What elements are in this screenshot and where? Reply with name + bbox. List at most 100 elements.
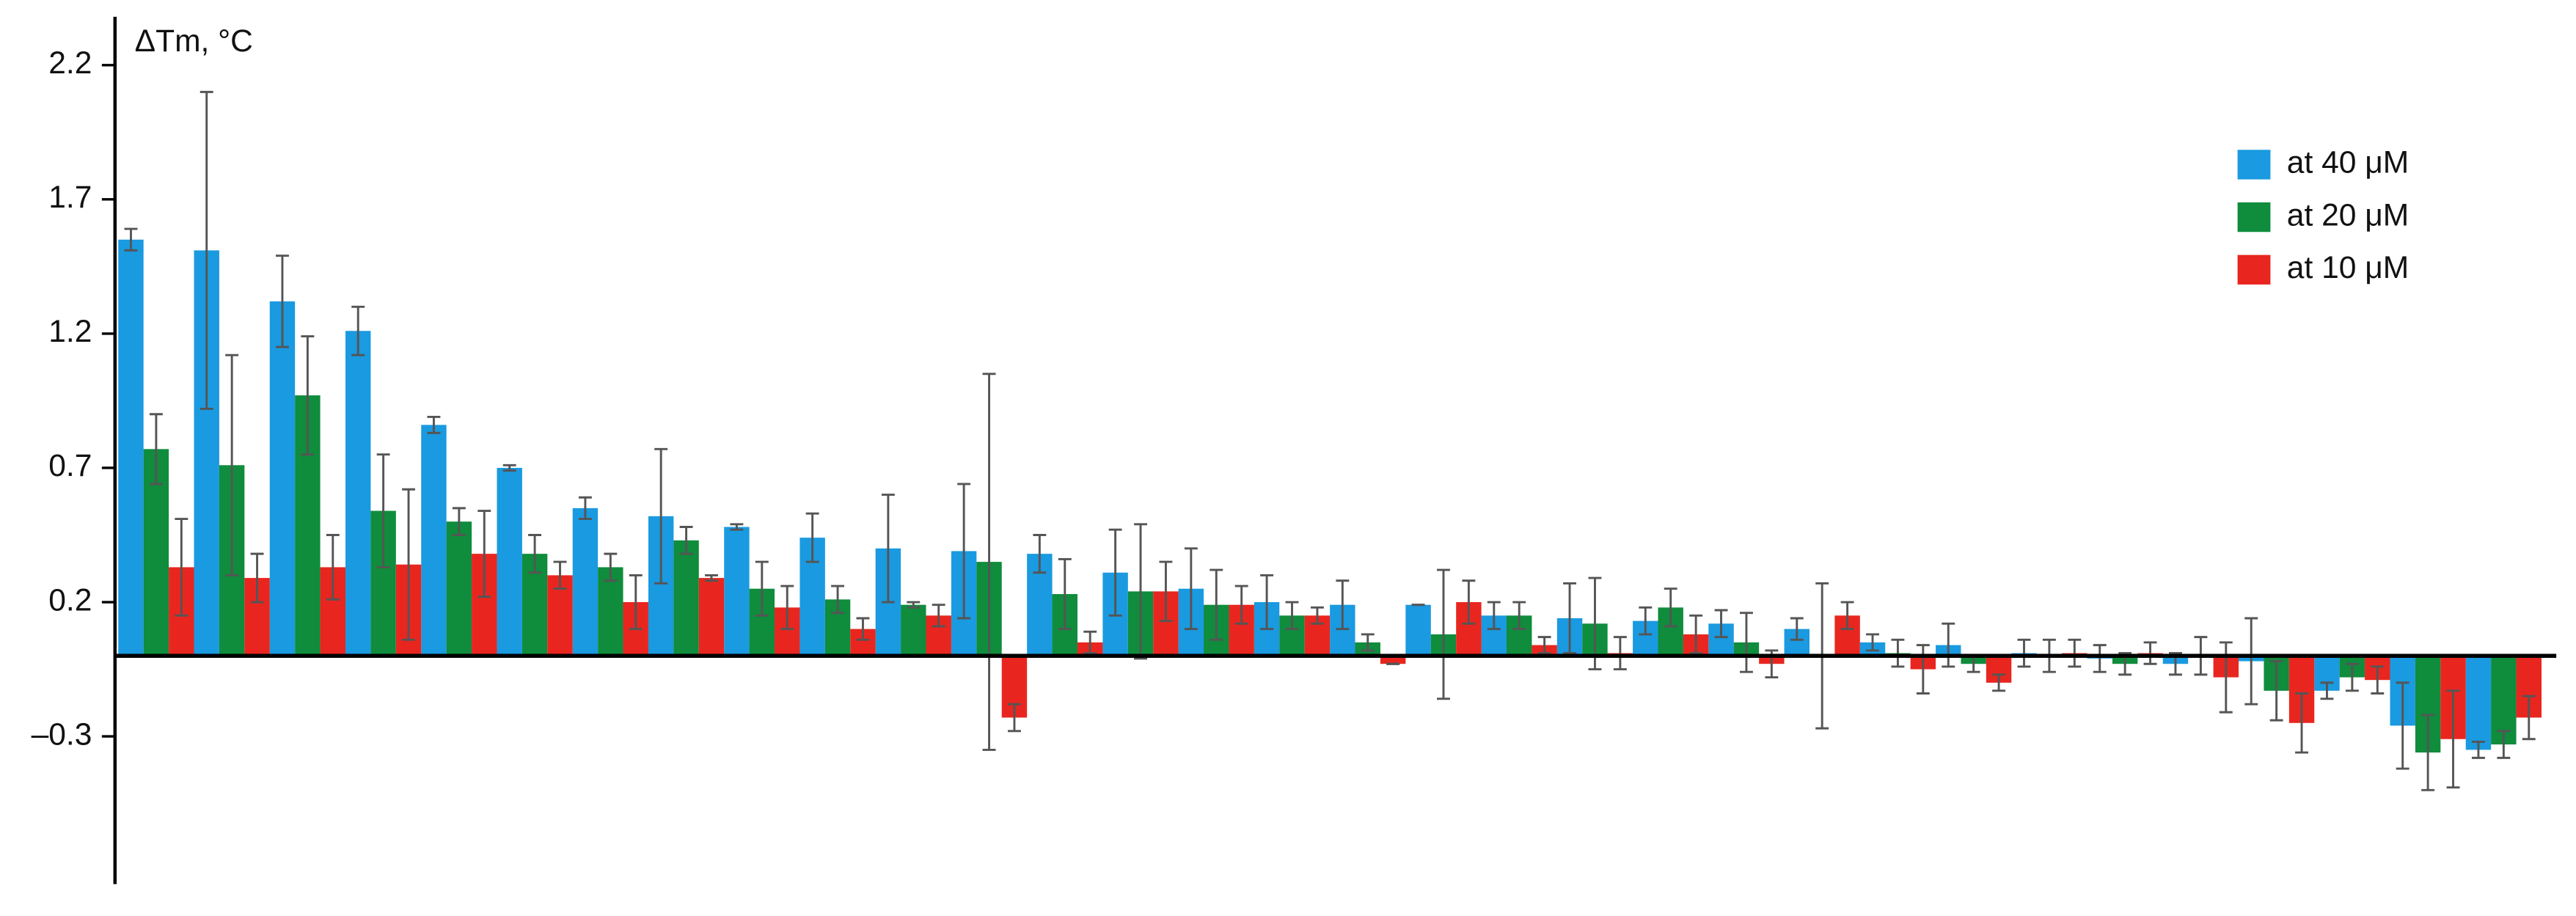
- error-bar: [1083, 630, 1097, 655]
- error-bar: [1007, 703, 1021, 733]
- legend-swatch: [2237, 150, 2271, 180]
- error-bar: [957, 483, 971, 620]
- error-bar: [301, 335, 315, 456]
- error-bar: [2320, 681, 2334, 700]
- error-bar: [1992, 673, 2006, 692]
- bar: [118, 239, 144, 656]
- error-bar: [780, 585, 794, 631]
- error-bar: [654, 447, 668, 585]
- error-bar: [604, 552, 618, 582]
- legend-swatch: [2237, 202, 2271, 232]
- error-bar: [1790, 617, 1804, 641]
- error-bar: [1739, 612, 1753, 673]
- error-bar: [200, 90, 213, 410]
- bar: [724, 527, 750, 656]
- error-bar: [376, 453, 390, 568]
- error-bar: [1866, 633, 1879, 652]
- error-bar: [1891, 638, 1905, 668]
- error-bar: [705, 574, 718, 582]
- error-bar: [881, 494, 895, 604]
- error-bar: [1613, 636, 1627, 671]
- y-tick-label: 1.2: [48, 314, 92, 349]
- error-bar: [2345, 662, 2359, 692]
- error-bar: [477, 510, 491, 598]
- error-bar: [1310, 606, 1324, 625]
- bar: [2465, 656, 2492, 750]
- bar: [269, 301, 296, 656]
- bar: [446, 521, 472, 656]
- legend-swatch: [2237, 254, 2271, 285]
- y-tick-label: –0.3: [32, 717, 92, 752]
- error-bar: [2497, 730, 2511, 759]
- error-bar: [1916, 644, 1930, 695]
- error-bar: [1285, 601, 1299, 631]
- error-bar: [402, 488, 415, 641]
- error-bar: [2522, 695, 2536, 741]
- bar: [421, 425, 447, 656]
- error-bar: [149, 413, 163, 486]
- error-bar: [1689, 614, 1703, 655]
- error-bar: [629, 574, 643, 631]
- error-bar: [1108, 528, 1122, 617]
- error-bar: [1512, 601, 1526, 631]
- error-bar: [1462, 579, 1476, 625]
- error-bar: [1942, 622, 1955, 668]
- error-bar: [1184, 547, 1198, 631]
- legend-label: at 10 μM: [2287, 250, 2409, 285]
- error-bar: [1033, 534, 1047, 574]
- error-bar: [502, 464, 516, 472]
- error-bar: [1336, 579, 1350, 631]
- bar: [1380, 656, 1406, 664]
- bar: [2491, 656, 2517, 745]
- bar: [901, 604, 926, 656]
- error-bar: [1664, 587, 1677, 628]
- error-bar: [831, 585, 845, 615]
- error-bar: [1537, 636, 1551, 655]
- y-tick-label: 2.2: [48, 45, 92, 81]
- error-bar: [2446, 689, 2460, 789]
- error-bar: [1134, 523, 1147, 660]
- error-bar: [1639, 606, 1653, 636]
- y-tick-label: 0.7: [48, 448, 92, 483]
- bar: [345, 331, 371, 656]
- bar: [1405, 604, 1431, 656]
- error-bar: [982, 373, 996, 751]
- error-bar: [730, 523, 744, 531]
- error-bar: [907, 601, 921, 609]
- error-bar: [2093, 644, 2107, 673]
- y-axis-label: ΔTm, °C: [135, 23, 253, 59]
- error-bar: [1437, 568, 1450, 700]
- error-bar: [2143, 641, 2157, 665]
- y-tick-label: 1.7: [48, 180, 92, 215]
- error-bar: [1234, 585, 1248, 625]
- error-bar: [326, 534, 340, 601]
- error-bar: [2396, 681, 2409, 770]
- error-bar: [2068, 638, 2082, 668]
- error-bar: [1210, 568, 1223, 641]
- error-bar: [2371, 665, 2385, 695]
- error-bar: [250, 552, 264, 604]
- error-bar: [1487, 601, 1501, 631]
- error-bar: [755, 560, 769, 617]
- error-bar: [1714, 609, 1728, 639]
- error-bar: [452, 507, 466, 536]
- error-bar: [553, 560, 567, 590]
- legend-label: at 20 μM: [2287, 197, 2409, 232]
- error-bar: [1159, 560, 1173, 623]
- bar: [497, 467, 522, 656]
- error-bar: [2244, 617, 2258, 706]
- error-bar: [2295, 692, 2308, 754]
- error-bar: [351, 305, 365, 356]
- y-tick-label: 0.2: [48, 582, 92, 618]
- error-bar: [528, 534, 542, 574]
- bar: [598, 567, 623, 656]
- error-bar: [2269, 660, 2283, 722]
- error-bar: [679, 526, 693, 555]
- bar: [572, 508, 599, 656]
- error-bar: [1840, 601, 1854, 631]
- bar: [673, 540, 699, 656]
- error-bar: [805, 512, 819, 563]
- legend-label: at 40 μM: [2287, 145, 2409, 180]
- error-bar: [1361, 633, 1375, 652]
